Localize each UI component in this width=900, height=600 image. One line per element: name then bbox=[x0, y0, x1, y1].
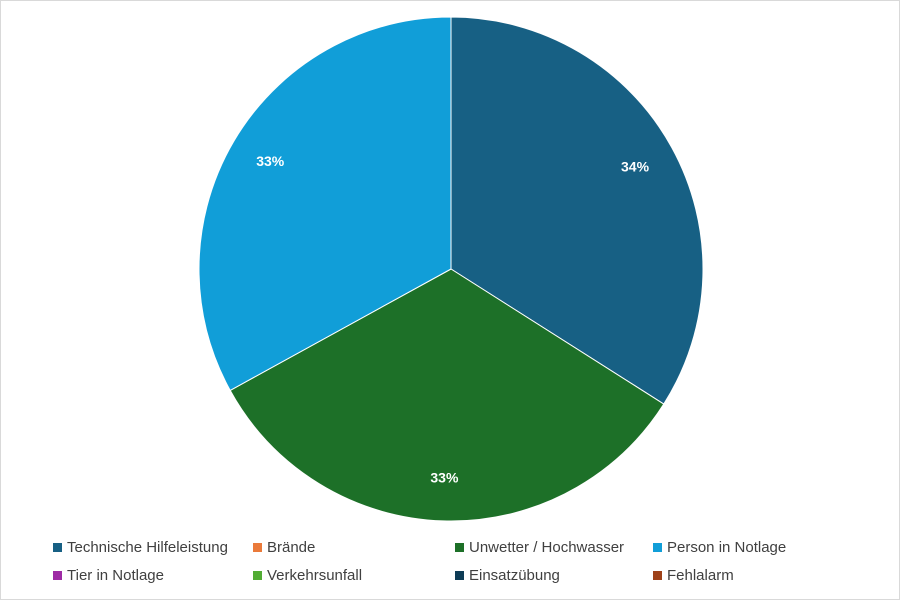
pie-slice-person-in-notlage bbox=[198, 16, 452, 392]
legend-label: Tier in Notlage bbox=[67, 567, 164, 584]
legend-item: Verkehrsunfall bbox=[253, 567, 362, 584]
legend-swatch bbox=[53, 571, 62, 580]
legend-item: Person in Notlage bbox=[653, 539, 786, 556]
legend-item: Technische Hilfeleistung bbox=[53, 539, 228, 556]
legend-label: Unwetter / Hochwasser bbox=[469, 539, 625, 556]
data-label: 34% bbox=[621, 159, 650, 175]
legend-label: Person in Notlage bbox=[667, 539, 787, 556]
pie-slice-unwetter-hochwasser bbox=[229, 268, 665, 522]
data-label: 33% bbox=[256, 153, 285, 169]
pie-data-labels: 34% 33% 33% bbox=[256, 153, 649, 486]
pie-slice-technische-hilfeleistung bbox=[450, 16, 704, 405]
legend-item: Tier in Notlage bbox=[53, 567, 164, 584]
legend-label: Technische Hilfeleistung bbox=[67, 539, 228, 556]
legend-swatch bbox=[53, 543, 62, 552]
legend-label: Fehlalarm bbox=[667, 567, 734, 584]
pie-slices bbox=[198, 16, 704, 522]
legend-swatch bbox=[653, 543, 662, 552]
legend-label: Brände bbox=[267, 539, 316, 556]
legend-swatch bbox=[253, 543, 262, 552]
pie-chart: 34% 33% 33% bbox=[198, 16, 704, 522]
legend-swatch bbox=[455, 543, 464, 552]
legend-item: Fehlalarm bbox=[653, 567, 734, 584]
legend-swatch bbox=[653, 571, 662, 580]
legend-label: Einsatzübung bbox=[469, 567, 560, 584]
legend: Technische Hilfeleistung Brände Unwetter /… bbox=[53, 539, 853, 595]
data-label: 33% bbox=[430, 470, 459, 486]
legend-item: Brände bbox=[253, 539, 315, 556]
legend-swatch bbox=[455, 571, 464, 580]
legend-label: Verkehrsunfall bbox=[267, 567, 363, 584]
legend-item: Unwetter / Hochwasser bbox=[455, 539, 624, 556]
legend-swatch bbox=[253, 571, 262, 580]
legend-item: Einsatzübung bbox=[455, 567, 560, 584]
